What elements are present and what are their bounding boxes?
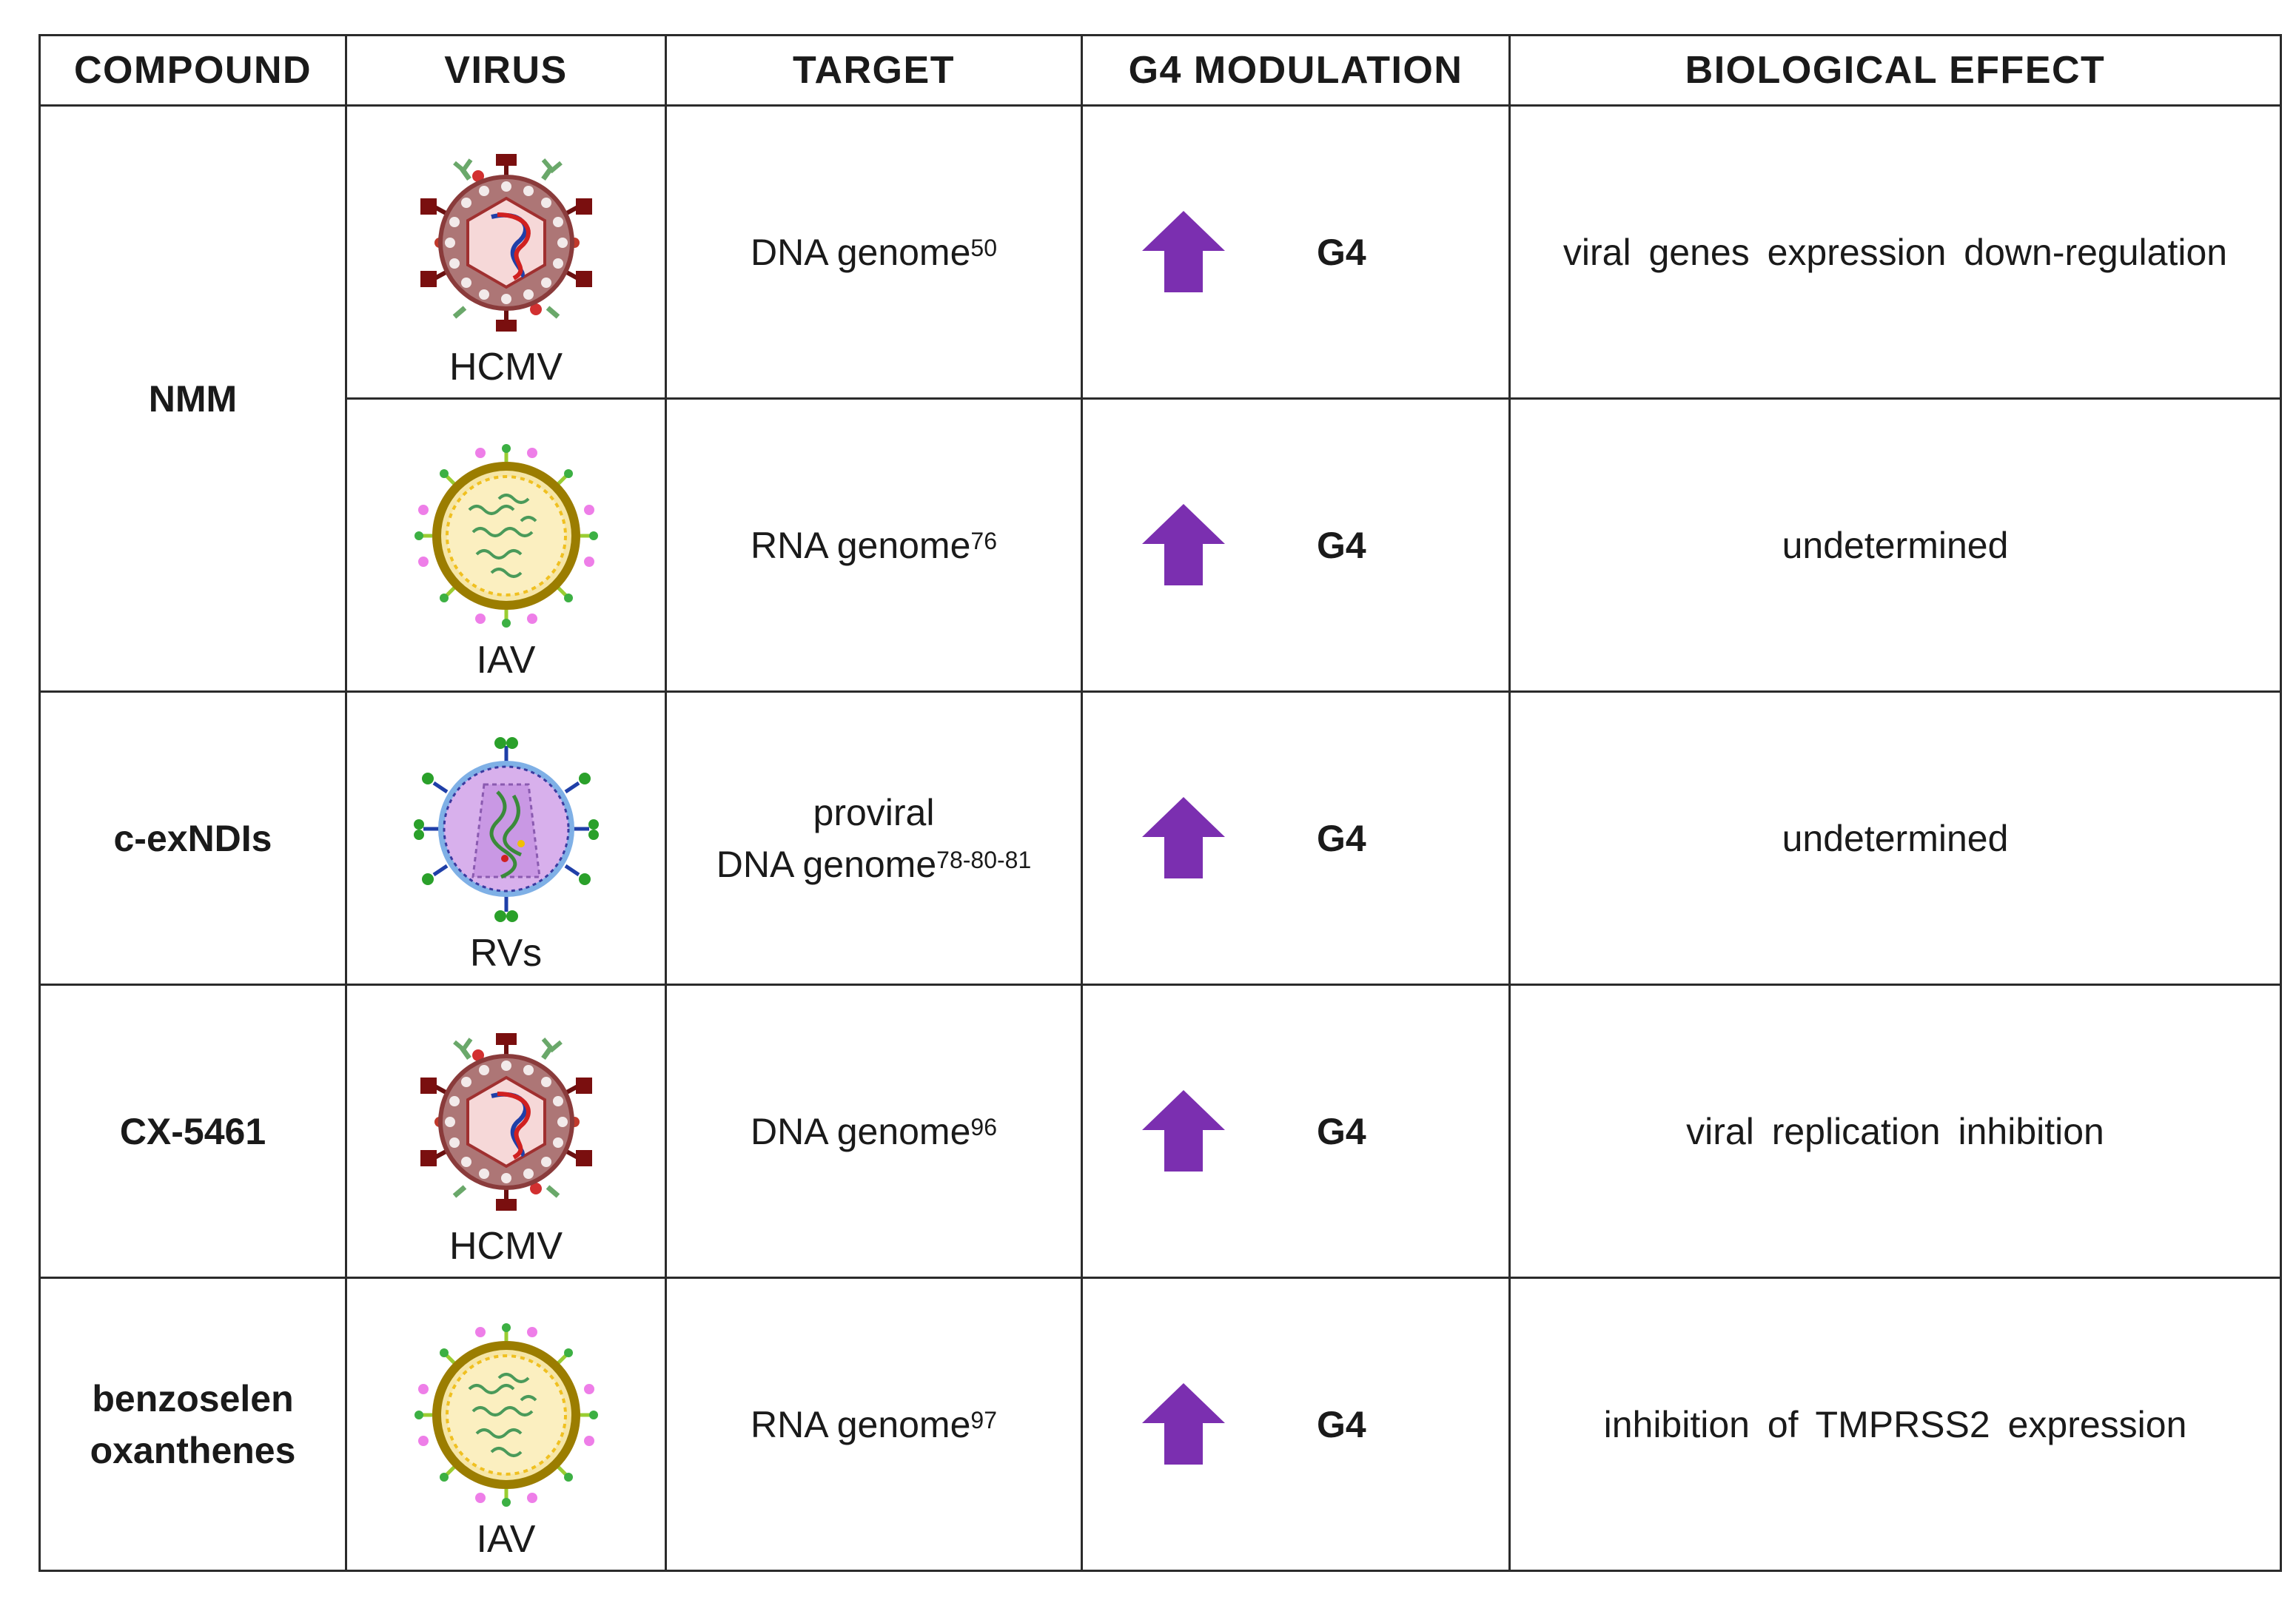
target-cell: RNA genome97 (665, 1277, 1083, 1572)
up-arrow-icon (1142, 503, 1225, 585)
effect-cell: viral genes expression down-regulation (1508, 104, 2282, 400)
compound-cell: CX-5461 (38, 984, 347, 1279)
g4-modulation-cell: G4 (1081, 1277, 1511, 1572)
g4-modulation-cell: G4 (1081, 984, 1511, 1279)
g4-label: G4 (1317, 817, 1366, 859)
g4-label: G4 (1317, 1403, 1366, 1445)
compound-name: CX-5461 (119, 1110, 266, 1152)
effect-cell: undetermined (1508, 690, 2282, 986)
effect-cell: viral replication inhibition (1508, 984, 2282, 1279)
virus-cell: HCMV (345, 104, 667, 400)
effect-text: inhibition of TMPRSS2 expression (1603, 1403, 2187, 1445)
virus-name: HCMV (449, 345, 563, 389)
g4-label: G4 (1317, 1110, 1366, 1152)
target-text: RNA genome (751, 524, 971, 566)
compound-cell: NMM (38, 104, 347, 693)
compound-cell: benzoselen oxanthenes (38, 1277, 347, 1572)
target-cell: RNA genome76 (665, 397, 1083, 693)
header-biological-effect: BIOLOGICAL EFFECT (1508, 34, 2282, 107)
reference-number: 97 (970, 1406, 997, 1433)
g4-label: G4 (1317, 231, 1366, 273)
compound-name-line1: benzoselen (92, 1377, 294, 1419)
target-text: RNA genome (751, 1403, 971, 1445)
effect-text: undetermined (1782, 524, 2009, 566)
header-row: COMPOUND VIRUS TARGET G4 MODULATION BIOL… (38, 34, 2282, 107)
up-arrow-icon (1142, 796, 1225, 878)
virus-cell: RVs (345, 690, 667, 986)
effect-text: viral replication inhibition (1686, 1110, 2104, 1152)
up-arrow-icon (1142, 210, 1225, 292)
table-row: IAV RNA genome76 G4 undetermined (40, 397, 2282, 693)
target-cell: DNA genome96 (665, 984, 1083, 1279)
retrovirus-icon (410, 733, 602, 925)
hcmv-virus-icon (410, 147, 602, 339)
table-row: c-exNDIs RVs proviral DNA genome78-80-81 … (38, 690, 2282, 986)
header-target: TARGET (665, 34, 1083, 107)
reference-number: 50 (970, 234, 997, 261)
effect-cell: undetermined (1508, 397, 2282, 693)
table-row: NMM HCMV DNA genome50 G4 viral genes exp… (38, 104, 2282, 693)
virus-cell: IAV (345, 1277, 667, 1572)
target-text: DNA genome (751, 231, 971, 273)
virus-cell: IAV (345, 397, 667, 693)
header-virus: VIRUS (345, 34, 667, 107)
compound-name-line2: oxanthenes (90, 1429, 296, 1471)
g4-modulation-cell: G4 (1081, 104, 1511, 400)
up-arrow-icon (1142, 1089, 1225, 1172)
effect-cell: inhibition of TMPRSS2 expression (1508, 1277, 2282, 1572)
header-compound: COMPOUND (38, 34, 347, 107)
iav-virus-icon (410, 1319, 602, 1511)
target-cell: DNA genome50 (665, 104, 1083, 400)
g4-modulation-cell: G4 (1081, 397, 1511, 693)
target-cell: proviral DNA genome78-80-81 (665, 690, 1083, 986)
virus-name: HCMV (449, 1224, 563, 1268)
compound-name: c-exNDIs (113, 817, 272, 859)
g4-label: G4 (1317, 524, 1366, 566)
target-text: DNA genome (716, 843, 937, 885)
virus-name: IAV (476, 638, 536, 682)
table-row: benzoselen oxanthenes IAV RNA genome97 G4… (38, 1277, 2282, 1572)
target-text: DNA genome (751, 1110, 971, 1152)
virus-cell: HCMV (345, 984, 667, 1279)
compound-name: NMM (148, 377, 238, 420)
effect-text: viral genes expression down-regulation (1562, 231, 2228, 273)
g4-modulation-cell: G4 (1081, 690, 1511, 986)
iav-virus-icon (410, 440, 602, 632)
compounds-table: COMPOUND VIRUS TARGET G4 MODULATION BIOL… (38, 34, 2282, 1572)
reference-number: 76 (970, 527, 997, 554)
target-text-line1: proviral (813, 791, 935, 833)
virus-name: RVs (469, 931, 543, 975)
hcmv-virus-icon (410, 1026, 602, 1218)
virus-name: IAV (476, 1517, 536, 1561)
up-arrow-icon (1142, 1382, 1225, 1465)
effect-text: undetermined (1782, 817, 2009, 859)
compound-cell: c-exNDIs (38, 690, 347, 986)
reference-number: 78-80-81 (936, 846, 1032, 873)
header-g4-modulation: G4 MODULATION (1081, 34, 1511, 107)
reference-number: 96 (970, 1113, 997, 1140)
table-row: CX-5461 HCMV DNA genome96 G4 viral repli… (38, 984, 2282, 1279)
